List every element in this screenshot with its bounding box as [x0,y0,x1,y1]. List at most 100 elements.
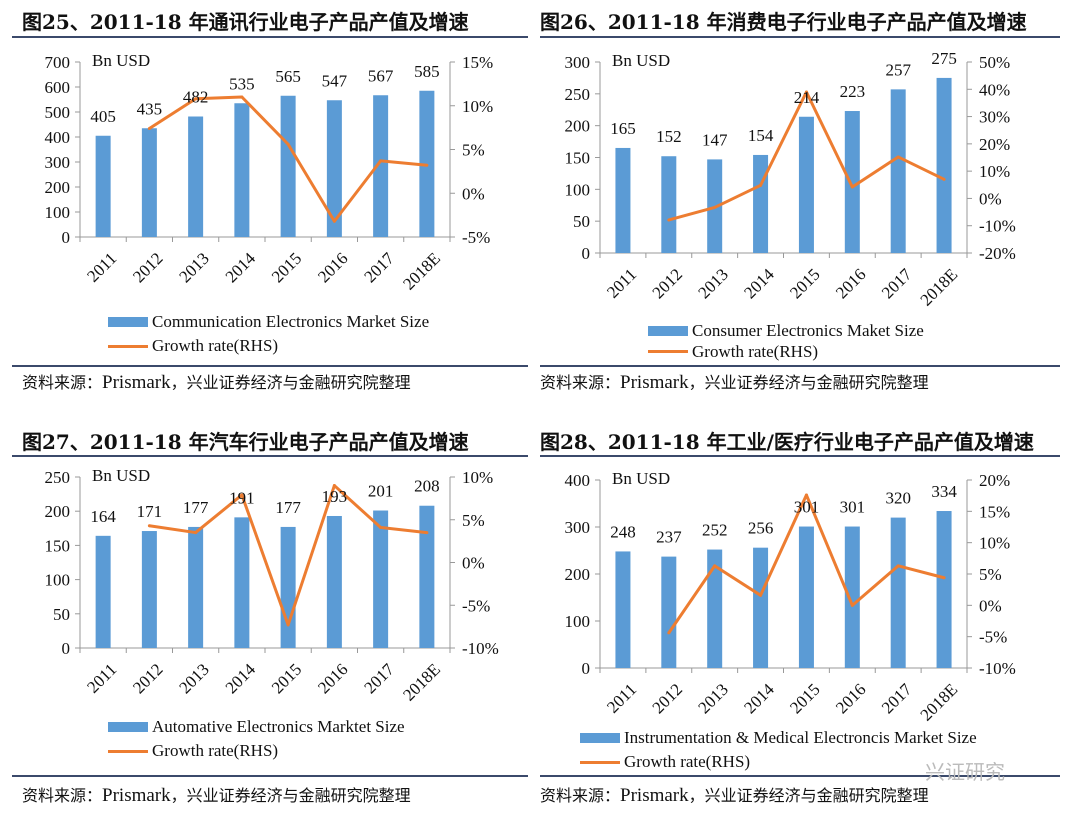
source-name: Prismark [620,785,689,806]
growth-point [850,603,854,607]
bar [280,526,296,648]
y2-tick-label: -20% [979,244,1016,263]
bar [661,556,677,668]
x-tick-label: 2011 [83,249,120,286]
legend-line-swatch [648,350,688,353]
bar-value-label: 334 [931,482,957,501]
x-tick-label: 2018E [399,249,444,294]
source-suffix: ，兴业证券经济与金融研究院整理 [170,786,411,805]
x-tick-label: 2016 [314,249,351,286]
y2-tick-label: 15% [979,502,1010,521]
bar-value-label: 165 [610,119,636,138]
y2-tick-label: 15% [462,53,493,72]
y-tick-label: 700 [45,53,71,72]
growth-point [667,631,671,635]
legend-bar-swatch [108,722,148,732]
bar-value-label: 257 [885,60,911,79]
bar-value-label: 164 [90,507,116,526]
y-tick-label: 100 [45,571,71,590]
bar-value-label: 252 [702,521,728,540]
bar-value-label: 147 [702,130,728,149]
x-tick-label: 2018E [916,680,961,725]
x-tick-label: 2017 [878,264,916,302]
bar-value-label: 223 [840,82,866,101]
bar-value-label: 547 [322,71,348,90]
bar [280,95,296,237]
legend-line-label: Growth rate(RHS) [152,336,279,355]
x-tick-label: 2015 [268,249,305,286]
bar [141,531,157,648]
y-tick-label: 150 [45,536,71,555]
y-tick-label: 400 [565,471,591,490]
bar-value-label: 201 [368,482,394,501]
bar-value-label: 177 [275,498,301,517]
x-tick-label: 2013 [694,265,731,302]
bar-value-label: 535 [229,74,255,93]
growth-point [942,177,946,181]
y-tick-label: 150 [565,149,591,168]
source-name: Prismark [620,372,689,393]
growth-point [379,159,383,163]
bar [798,116,814,254]
x-tick-label: 2011 [603,265,640,302]
growth-point [713,205,717,209]
growth-point [896,155,900,159]
y2-tick-label: -5% [979,628,1007,647]
title-rule [540,455,1060,457]
unit-label: Bn USD [612,469,670,488]
bar [615,551,631,668]
legend-bar-swatch [580,733,620,743]
source-rule [12,365,528,367]
y-tick-label: 200 [565,565,591,584]
growth-point [194,531,198,535]
bar [753,154,769,253]
x-tick-label: 2012 [649,680,686,717]
y2-tick-label: 10% [979,162,1010,181]
bar [707,549,723,668]
bar-value-label: 301 [794,498,820,517]
y2-tick-label: -10% [462,639,499,658]
legend: Consumer Electronics Maket Size Growth r… [648,320,924,362]
x-tick-label: 2016 [832,680,869,717]
chart-panel-industrial-medical: 图28、2011-18 年工业/医疗行业电子产品产值及增速 0 100 200 300… [540,412,1080,817]
legend-bar-label: Instrumentation & Medical Electroncis Ma… [624,728,977,747]
y-tick-label: 500 [45,103,71,122]
bar-value-label: 154 [748,126,774,145]
growth-point [425,531,429,535]
bar-value-label: 567 [368,66,394,85]
y-tick-label: 300 [45,153,71,172]
x-tick-label: 2016 [832,265,869,302]
chart-title: 图26、2011-18 年消费电子行业电子产品产值及增速 [540,10,1027,34]
y-tick-label: 300 [565,518,591,537]
legend-line-label: Growth rate(RHS) [152,741,279,760]
y2-tick-label: 0% [979,596,1002,615]
source-suffix: ，兴业证券经济与金融研究院整理 [688,786,929,805]
source-rule [540,775,1060,777]
y-tick-label: 50 [53,605,70,624]
source-prefix: 资料来源： [540,373,621,392]
y-tick-label: 0 [62,639,71,658]
x-tick-label: 2012 [129,660,166,697]
bar [188,116,204,237]
y-tick-label: 0 [582,659,591,678]
x-tick-label: 2014 [222,248,260,286]
bar-value-label: 320 [885,489,911,508]
bar [661,156,677,253]
bar [753,547,769,668]
source-prefix: 资料来源： [22,373,103,392]
x-tick-label: 2014 [222,659,260,697]
y2-tick-label: 10% [979,534,1010,553]
y-tick-label: 600 [45,78,71,97]
x-tick-label: 2014 [740,679,778,717]
y-tick-label: 100 [565,612,591,631]
growth-point [286,623,290,627]
x-tick-label: 2018E [399,660,444,705]
x-tick-label: 2012 [129,249,166,286]
bar [326,515,342,648]
y-tick-label: 50 [573,212,590,231]
source-suffix: ，兴业证券经济与金融研究院整理 [688,373,929,392]
bar [890,89,906,253]
x-tick-label: 2014 [740,264,778,302]
bar-value-label: 214 [794,88,820,107]
y2-tick-label: 0% [462,184,485,203]
